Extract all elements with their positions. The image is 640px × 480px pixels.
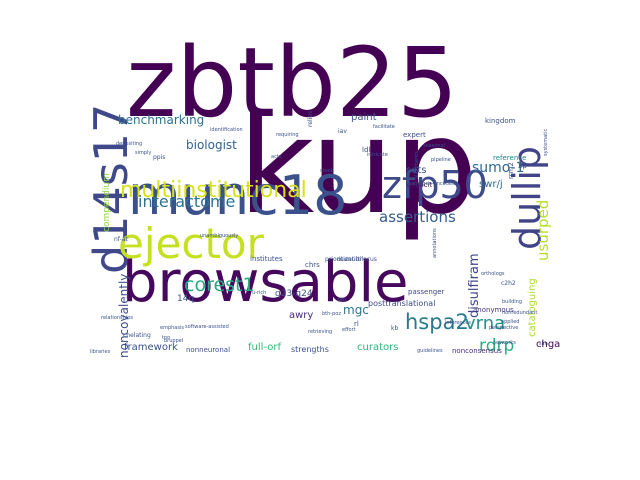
cloud-word: munc18 — [128, 163, 348, 227]
cloud-word: framework — [124, 342, 178, 353]
cloud-word: biologist — [186, 138, 237, 153]
cloud-word: multiinstitutional — [120, 178, 307, 204]
cloud-word: 14q — [177, 293, 195, 304]
cloud-word: perspective — [489, 325, 519, 331]
cloud-word: ejector — [118, 219, 264, 269]
cloud-word: multilocus — [346, 256, 377, 264]
cloud-word: stock — [320, 168, 334, 174]
cloud-word: retrieving — [308, 329, 333, 335]
cloud-word: interactome — [138, 192, 236, 212]
cloud-word: anonymous — [473, 306, 514, 315]
cloud-word: rl — [354, 320, 359, 329]
cloud-word: rrm2 — [507, 162, 515, 179]
cloud-word: systematic — [543, 128, 549, 156]
cloud-word: expert — [403, 131, 426, 140]
cloud-word: browsable — [122, 250, 409, 316]
cloud-word: kingdom — [485, 117, 516, 126]
cloud-word: relies — [307, 110, 314, 127]
cloud-word: c2h2 — [501, 280, 516, 288]
cloud-word: q23-q24 — [275, 288, 313, 299]
cloud-word: kb — [391, 325, 399, 333]
cloud-word: sim — [539, 341, 548, 347]
cloud-word: acts — [271, 154, 282, 160]
cloud-word: 2p — [518, 162, 527, 171]
cloud-word: inferences — [445, 320, 472, 326]
cloud-word: bruppel — [164, 338, 184, 344]
cloud-word: ppis — [153, 154, 166, 162]
cloud-word: building — [502, 299, 523, 305]
cloud-word: alignments — [414, 151, 420, 179]
cloud-word: strengths — [291, 344, 329, 354]
cloud-word: mgc — [343, 303, 369, 318]
cloud-word: dual — [337, 257, 348, 263]
cloud-word: benchmarking — [118, 113, 205, 128]
cloud-word: relationships — [101, 315, 133, 321]
cloud-word: nonneuronal — [186, 346, 231, 355]
cloud-word: networks — [493, 340, 516, 346]
cloud-word: pipeline — [431, 157, 451, 163]
cloud-word: chrs — [305, 261, 320, 270]
cloud-word: nf-at — [114, 236, 128, 244]
cloud-word: ppi — [338, 297, 346, 303]
cloud-word: institutes — [250, 255, 283, 264]
cloud-word: iav — [338, 128, 347, 136]
cloud-word: explicit — [407, 181, 433, 190]
cloud-word: annotations — [432, 228, 438, 258]
cloud-word: libraries — [90, 349, 111, 355]
cloud-word: zfp50 — [382, 162, 488, 207]
cloud-word: rdrp — [479, 336, 515, 357]
cloud-word: sets — [406, 165, 427, 176]
cloud-word: cataloguing — [527, 278, 538, 337]
cloud-word: sumo-1 — [472, 159, 525, 176]
cloud-word: simply — [135, 150, 152, 156]
cloud-word: usurped — [534, 199, 552, 261]
cloud-word: reference — [493, 154, 527, 163]
cloud-word: zbtb25 — [126, 27, 459, 140]
cloud-word: tpo — [162, 335, 171, 341]
cloud-word: emphasis — [160, 325, 184, 331]
cloud-word: kup — [238, 90, 478, 245]
cloud-word: posttranslational — [368, 298, 436, 308]
cloud-word: facilitate — [373, 124, 395, 130]
cloud-word: depositing — [116, 141, 143, 147]
cloud-word: unambiguously — [200, 233, 239, 239]
cloud-word: corest1 — [184, 273, 255, 296]
cloud-word: identification — [210, 127, 243, 133]
cloud-word: requiring — [276, 132, 299, 138]
cloud-word: intricate — [367, 152, 388, 158]
cloud-word: nonredundant — [502, 310, 538, 316]
cloud-word: guidelines — [417, 348, 443, 354]
cloud-word: seasonal — [423, 143, 446, 149]
cloud-word: prioritization — [325, 256, 364, 264]
cloud-word: ldl — [362, 146, 371, 155]
cloud-word: swr/j — [479, 179, 503, 190]
cloud-word: effort — [342, 327, 356, 333]
cloud-word: bth-poz — [322, 311, 341, 317]
cloud-word: u-rich — [252, 290, 267, 296]
cloud-word: curators — [357, 342, 399, 353]
cloud-word: vrna — [465, 312, 506, 334]
cloud-word: passenger — [408, 288, 445, 297]
cloud-word: pathogen-encoded — [408, 181, 456, 187]
cloud-word: applied — [501, 319, 520, 325]
cloud-word: chelating — [123, 332, 151, 340]
cloud-word: full-orf — [248, 342, 281, 353]
cloud-word: assertions — [379, 208, 456, 226]
cloud-word: nonconsensus — [452, 347, 502, 356]
cloud-word: orthologs — [481, 271, 505, 277]
cloud-word: paint — [351, 112, 377, 123]
cloud-word: awry — [289, 310, 314, 321]
cloud-word: chga — [536, 339, 561, 350]
cloud-word: hspa2 — [405, 310, 469, 335]
cloud-word: software-assisted — [185, 324, 229, 330]
cloud-word: compendium — [102, 173, 112, 232]
